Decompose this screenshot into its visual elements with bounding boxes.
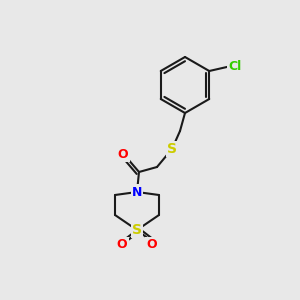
Text: S: S — [132, 223, 142, 237]
Text: O: O — [147, 238, 157, 251]
Text: O: O — [117, 238, 127, 251]
Text: Cl: Cl — [229, 59, 242, 73]
Text: S: S — [167, 142, 177, 156]
Text: N: N — [132, 185, 142, 199]
Text: O: O — [118, 148, 128, 160]
